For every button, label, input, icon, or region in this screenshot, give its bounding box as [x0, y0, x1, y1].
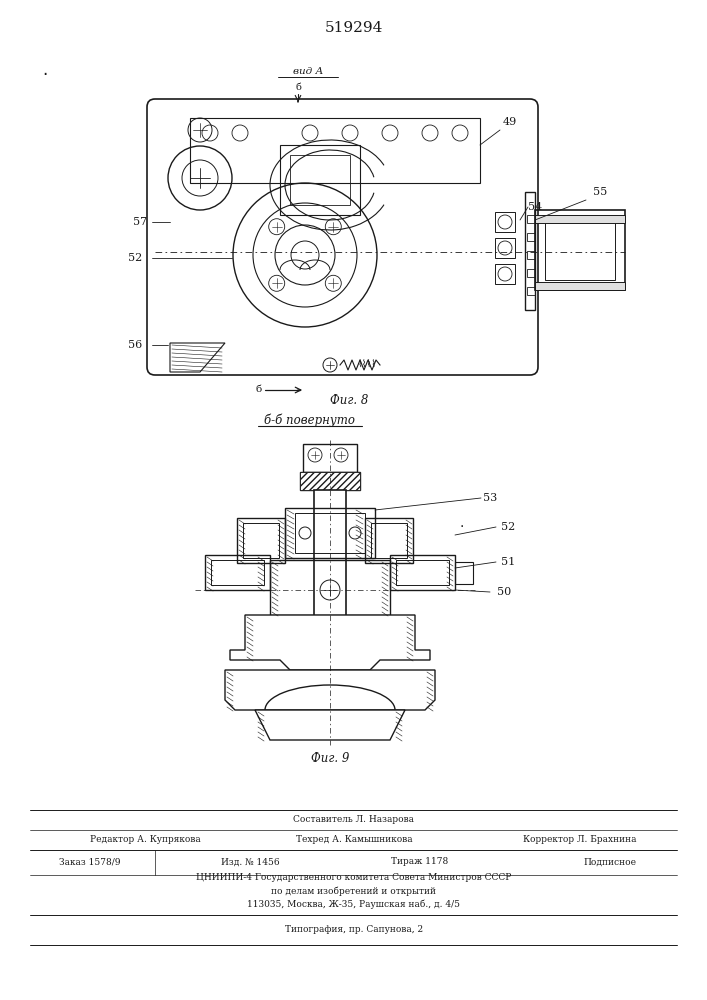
Bar	[280, 145, 360, 215]
Bar	[495, 212, 515, 232]
Text: 113035, Москва, Ж-35, Раушская наб., д. 4/5: 113035, Москва, Ж-35, Раушская наб., д. …	[247, 899, 460, 909]
Text: ·: ·	[460, 520, 464, 534]
Text: Подписное: Подписное	[583, 857, 636, 866]
Bar	[300, 472, 360, 490]
Bar	[535, 282, 625, 290]
Bar	[535, 215, 625, 223]
Text: 49: 49	[503, 117, 517, 127]
Bar	[495, 264, 515, 284]
Bar	[527, 269, 535, 277]
Text: 56: 56	[128, 340, 142, 350]
Bar	[495, 238, 515, 258]
Bar	[295, 513, 365, 553]
Text: б: б	[295, 84, 301, 93]
Bar	[190, 118, 480, 183]
Bar	[527, 215, 535, 223]
Bar	[527, 287, 535, 295]
Bar	[545, 220, 615, 280]
Text: Составитель Л. Назарова: Составитель Л. Назарова	[293, 816, 414, 824]
Bar	[303, 444, 357, 472]
Bar	[211, 560, 264, 585]
Text: Фиг. 8: Фиг. 8	[330, 393, 368, 406]
Bar	[365, 518, 413, 563]
Polygon shape	[170, 343, 225, 372]
Text: ⌇⌇⌇⌇: ⌇⌇⌇⌇	[358, 360, 377, 370]
Bar	[237, 518, 285, 563]
Text: б-б повернуто: б-б повернуто	[264, 413, 356, 427]
Bar	[396, 560, 449, 585]
Text: по делам изобретений и открытий: по делам изобретений и открытий	[271, 886, 436, 896]
Text: Заказ 1578/9: Заказ 1578/9	[59, 857, 121, 866]
Bar	[527, 251, 535, 259]
Bar	[525, 192, 535, 310]
Text: б: б	[256, 385, 262, 394]
Text: ·: ·	[42, 66, 47, 84]
Text: 519294: 519294	[325, 21, 383, 35]
FancyBboxPatch shape	[147, 99, 538, 375]
Text: Техред А. Камышникова: Техред А. Камышникова	[296, 836, 412, 844]
Text: 50: 50	[497, 587, 511, 597]
Text: 54: 54	[528, 202, 542, 212]
Polygon shape	[255, 710, 405, 740]
Text: вид А: вид А	[293, 68, 323, 77]
Text: 57: 57	[133, 217, 147, 227]
Bar	[205, 555, 270, 590]
Bar	[243, 523, 279, 558]
Text: 55: 55	[593, 187, 607, 197]
Polygon shape	[225, 670, 435, 710]
Bar	[270, 560, 390, 615]
Text: Редактор А. Купрякова: Редактор А. Купрякова	[90, 836, 200, 844]
Text: Изд. № 1456: Изд. № 1456	[221, 857, 279, 866]
Bar	[285, 508, 375, 558]
Text: Типография, пр. Сапунова, 2: Типография, пр. Сапунова, 2	[285, 926, 423, 934]
Text: Корректор Л. Брахнина: Корректор Л. Брахнина	[523, 836, 637, 844]
Text: 52: 52	[128, 253, 142, 263]
Bar	[535, 210, 625, 290]
Text: 51: 51	[501, 557, 515, 567]
Bar	[300, 472, 360, 490]
Bar	[527, 233, 535, 241]
Text: 52: 52	[501, 522, 515, 532]
Bar	[314, 490, 346, 620]
Polygon shape	[230, 615, 430, 670]
Bar	[371, 523, 407, 558]
Text: Тираж 1178: Тираж 1178	[392, 857, 449, 866]
Text: 53: 53	[483, 493, 497, 503]
Text: ЦНИИПИ-4 Государственного комитета Совета Министров СССР: ЦНИИПИ-4 Государственного комитета Совет…	[197, 874, 512, 882]
Bar	[390, 555, 455, 590]
Bar	[455, 562, 473, 584]
Text: Фиг. 9: Фиг. 9	[311, 752, 349, 764]
Bar	[290, 155, 350, 205]
